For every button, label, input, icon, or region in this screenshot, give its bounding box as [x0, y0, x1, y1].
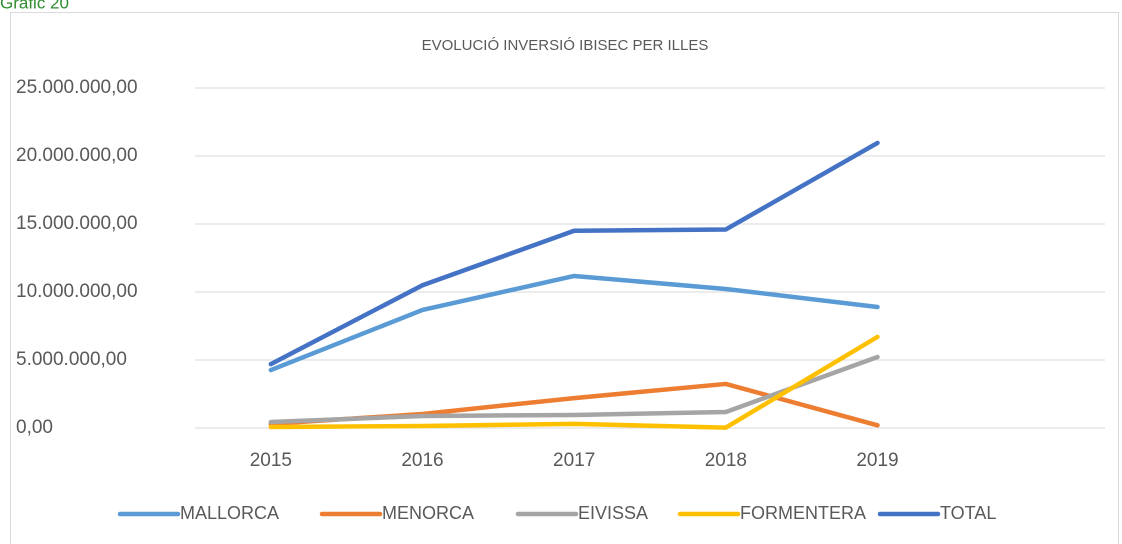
x-tick-label: 2019 [856, 450, 898, 471]
chart-title: EVOLUCIÓ INVERSIÓ IBISEC PER ILLES [422, 37, 709, 54]
x-tick-label: 2017 [553, 450, 595, 471]
x-tick-label: 2016 [401, 450, 443, 471]
legend-label: FORMENTERA [740, 503, 866, 523]
y-tick-label: 25.000.000,00 [16, 77, 138, 98]
legend-label: TOTAL [940, 503, 996, 523]
y-tick-label: 15.000.000,00 [16, 213, 138, 234]
series-line [268, 140, 880, 367]
y-tick-label: 20.000.000,00 [16, 145, 138, 166]
legend-label: MENORCA [382, 503, 474, 523]
series-line [268, 273, 880, 373]
series-line [268, 354, 880, 425]
y-tick-label: 5.000.000,00 [16, 349, 127, 370]
y-tick-label: 10.000.000,00 [16, 281, 138, 302]
series-line [268, 334, 880, 430]
x-tick-label: 2015 [250, 450, 292, 471]
legend-label: EIVISSA [578, 503, 648, 523]
figure-label: Gràfic 20 [0, 0, 69, 12]
y-tick-label: 0,00 [16, 417, 53, 438]
legend-label: MALLORCA [180, 503, 279, 523]
x-tick-label: 2018 [705, 450, 747, 471]
